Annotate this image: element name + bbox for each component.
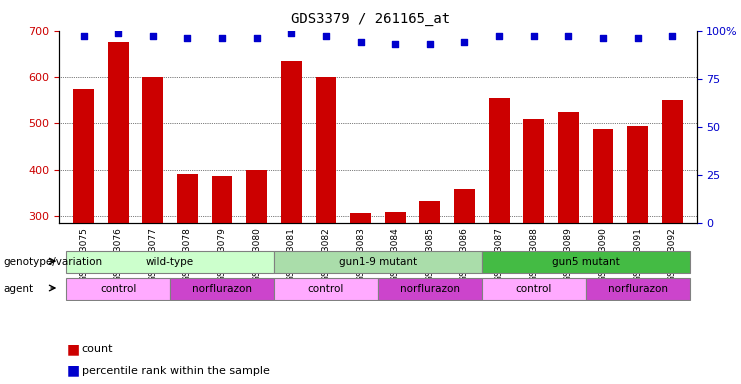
- Point: [494, 33, 505, 40]
- Bar: [489, 98, 510, 354]
- FancyBboxPatch shape: [274, 278, 378, 300]
- Point: [389, 41, 401, 47]
- Text: norflurazon: norflurazon: [608, 284, 668, 294]
- Point: [597, 35, 609, 41]
- Point: [562, 33, 574, 40]
- FancyBboxPatch shape: [378, 278, 482, 300]
- Bar: [142, 77, 163, 354]
- Text: ■: ■: [67, 364, 80, 377]
- Text: ■: ■: [67, 343, 80, 356]
- Bar: [628, 126, 648, 354]
- Bar: [316, 77, 336, 354]
- Bar: [419, 200, 440, 354]
- Bar: [593, 129, 614, 354]
- Point: [112, 30, 124, 36]
- Point: [78, 33, 90, 40]
- Text: control: control: [100, 284, 136, 294]
- Text: norflurazon: norflurazon: [192, 284, 252, 294]
- Bar: [385, 212, 405, 354]
- FancyBboxPatch shape: [274, 251, 482, 273]
- Point: [632, 35, 644, 41]
- Bar: [177, 174, 198, 354]
- Bar: [523, 119, 544, 354]
- FancyBboxPatch shape: [482, 278, 585, 300]
- Text: norflurazon: norflurazon: [400, 284, 460, 294]
- Point: [250, 35, 262, 41]
- Point: [285, 30, 297, 36]
- Text: genotype/variation: genotype/variation: [4, 257, 103, 267]
- Bar: [212, 177, 233, 354]
- Point: [355, 39, 367, 45]
- Point: [147, 33, 159, 40]
- Text: agent: agent: [4, 284, 34, 294]
- Bar: [662, 100, 682, 354]
- Bar: [107, 42, 128, 354]
- FancyBboxPatch shape: [66, 278, 170, 300]
- Point: [182, 35, 193, 41]
- Bar: [246, 169, 267, 354]
- Bar: [558, 112, 579, 354]
- FancyBboxPatch shape: [585, 278, 690, 300]
- FancyBboxPatch shape: [66, 251, 274, 273]
- Point: [666, 33, 678, 40]
- Bar: [350, 214, 371, 354]
- Text: control: control: [516, 284, 552, 294]
- Text: count: count: [82, 344, 113, 354]
- Text: GDS3379 / 261165_at: GDS3379 / 261165_at: [291, 12, 450, 25]
- Text: gun5 mutant: gun5 mutant: [552, 257, 619, 267]
- Text: control: control: [308, 284, 344, 294]
- Text: percentile rank within the sample: percentile rank within the sample: [82, 366, 270, 376]
- Point: [320, 33, 332, 40]
- Point: [528, 33, 539, 40]
- Bar: [454, 189, 475, 354]
- Point: [459, 39, 471, 45]
- Text: wild-type: wild-type: [146, 257, 194, 267]
- Text: gun1-9 mutant: gun1-9 mutant: [339, 257, 417, 267]
- Bar: [281, 61, 302, 354]
- Bar: [73, 89, 94, 354]
- Point: [424, 41, 436, 47]
- Point: [216, 35, 228, 41]
- FancyBboxPatch shape: [170, 278, 274, 300]
- FancyBboxPatch shape: [482, 251, 690, 273]
